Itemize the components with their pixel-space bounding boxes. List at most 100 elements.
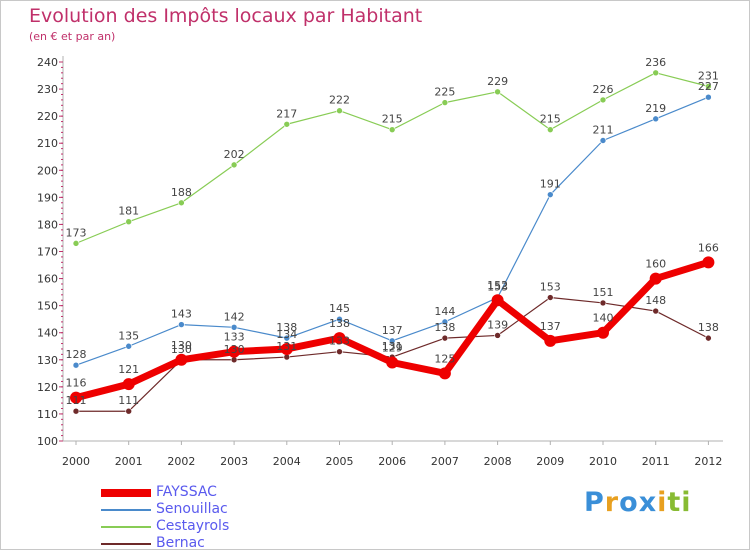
data-point-fayssac (544, 334, 557, 347)
data-label-fayssac: 125 (434, 352, 455, 365)
data-point-bernac (283, 353, 291, 361)
data-label-bernac: 131 (382, 340, 403, 353)
data-point-cestayrols (72, 240, 80, 247)
data-point-cestayrols (441, 99, 449, 106)
y-tick-label: 100 (37, 435, 58, 448)
data-point-fayssac (70, 391, 82, 404)
x-tick-label: 2004 (273, 455, 301, 468)
legend-item-bernac: Bernac (101, 535, 321, 553)
data-point-senouillac (125, 342, 132, 350)
data-label-fayssac: 166 (698, 241, 719, 254)
data-point-bernac (546, 294, 554, 301)
data-label-bernac: 131 (276, 340, 297, 353)
data-label-bernac: 111 (66, 394, 87, 407)
data-point-cestayrols (178, 199, 185, 207)
data-point-senouillac (178, 321, 185, 328)
y-tick-label: 200 (37, 164, 58, 177)
data-point-fayssac (491, 294, 504, 307)
data-point-senouillac (652, 115, 660, 123)
data-point-senouillac (72, 361, 80, 369)
logo-letter: x (638, 487, 658, 518)
data-point-cestayrols (125, 218, 132, 226)
data-point-fayssac (333, 332, 346, 345)
x-tick-label: 2010 (589, 455, 617, 468)
legend-label-senouillac: Senouillac (156, 501, 228, 517)
y-tick-label: 230 (37, 83, 58, 96)
data-label-bernac: 130 (224, 343, 245, 356)
legend-swatch-fayssac (101, 489, 151, 497)
data-point-senouillac (705, 93, 712, 101)
y-tick-label: 210 (37, 137, 58, 150)
data-point-fayssac (228, 345, 241, 358)
chart-title: Evolution des Impôts locaux par Habitant (29, 5, 423, 27)
data-point-senouillac (336, 315, 343, 323)
data-point-fayssac (122, 378, 135, 391)
data-label-cestayrols: 188 (171, 186, 192, 199)
data-label-fayssac: 116 (66, 377, 87, 390)
x-tick-label: 2006 (378, 455, 406, 468)
data-point-fayssac (280, 342, 293, 355)
data-label-fayssac: 134 (276, 328, 297, 341)
logo-letter: P (584, 487, 605, 518)
data-point-bernac (705, 334, 712, 342)
data-label-bernac: 138 (698, 321, 719, 334)
data-label-bernac: 111 (118, 394, 139, 407)
data-label-fayssac: 130 (171, 339, 192, 352)
data-label-senouillac: 227 (698, 80, 719, 93)
data-label-cestayrols: 215 (382, 113, 403, 126)
y-tick-label: 130 (37, 354, 58, 367)
logo-letter: o (619, 487, 639, 518)
y-tick-label: 150 (37, 300, 58, 313)
data-point-cestayrols (283, 120, 291, 128)
x-tick-label: 2007 (431, 455, 459, 468)
data-label-fayssac: 133 (224, 331, 245, 344)
data-label-cestayrols: 202 (224, 148, 245, 161)
data-label-cestayrols: 173 (66, 226, 87, 239)
x-tick-label: 2001 (115, 455, 143, 468)
data-label-cestayrols: 231 (698, 69, 719, 82)
y-tick-label: 240 (37, 56, 58, 69)
proxiti-logo: Proxiti (584, 487, 692, 518)
data-label-bernac: 148 (645, 294, 666, 307)
data-point-bernac (72, 407, 80, 415)
data-point-fayssac (438, 367, 451, 380)
data-point-fayssac (597, 326, 609, 339)
y-tick-label: 180 (37, 218, 58, 231)
data-label-senouillac: 143 (171, 308, 192, 321)
data-point-cestayrols (494, 88, 501, 96)
data-label-fayssac: 160 (645, 258, 666, 271)
data-label-fayssac: 140 (593, 312, 614, 325)
data-point-fayssac (649, 272, 662, 285)
data-label-senouillac: 135 (118, 329, 139, 342)
legend-item-fayssac: FAYSSAC (101, 484, 321, 502)
legend-swatch-senouillac (101, 509, 151, 511)
x-tick-label: 2008 (484, 455, 512, 468)
y-tick-label: 190 (37, 191, 58, 204)
x-tick-label: 2012 (694, 455, 722, 468)
y-tick-label: 220 (37, 110, 58, 123)
data-point-senouillac (283, 334, 291, 342)
data-point-fayssac (386, 356, 399, 369)
legend-swatch-bernac (101, 543, 151, 545)
data-label-bernac: 130 (171, 343, 192, 356)
data-label-bernac: 153 (540, 281, 561, 294)
data-point-fayssac (702, 256, 715, 269)
chart-subtitle: (en € et par an) (29, 30, 116, 43)
legend-item-cestayrols: Cestayrols (101, 518, 321, 536)
data-label-cestayrols: 215 (540, 113, 561, 126)
data-label-fayssac: 152 (487, 279, 508, 292)
x-tick-label: 2009 (536, 455, 564, 468)
data-label-fayssac: 138 (329, 317, 350, 330)
data-point-senouillac (546, 191, 554, 198)
logo-letter: i (657, 487, 668, 518)
data-point-cestayrols (388, 126, 396, 133)
data-label-bernac: 139 (487, 318, 508, 331)
data-label-bernac: 151 (593, 286, 614, 299)
logo-letter: t (667, 487, 682, 518)
data-point-cestayrols (546, 126, 554, 133)
data-label-fayssac: 129 (382, 341, 403, 354)
legend-label-fayssac: FAYSSAC (156, 484, 217, 500)
data-label-fayssac: 121 (118, 363, 139, 376)
legend-swatch-cestayrols (101, 526, 151, 528)
